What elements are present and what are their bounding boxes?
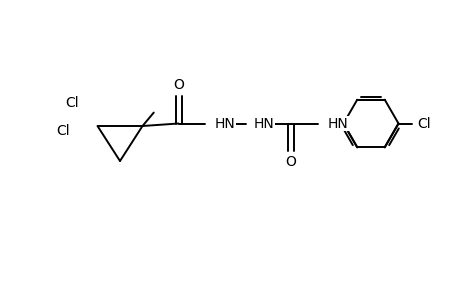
- Text: HN: HN: [327, 116, 348, 130]
- Text: Cl: Cl: [56, 124, 70, 138]
- Text: O: O: [285, 155, 296, 169]
- Text: Cl: Cl: [417, 116, 430, 130]
- Text: O: O: [173, 78, 184, 92]
- Text: HN: HN: [253, 116, 274, 130]
- Text: HN: HN: [214, 116, 235, 130]
- Text: Cl: Cl: [65, 96, 78, 110]
